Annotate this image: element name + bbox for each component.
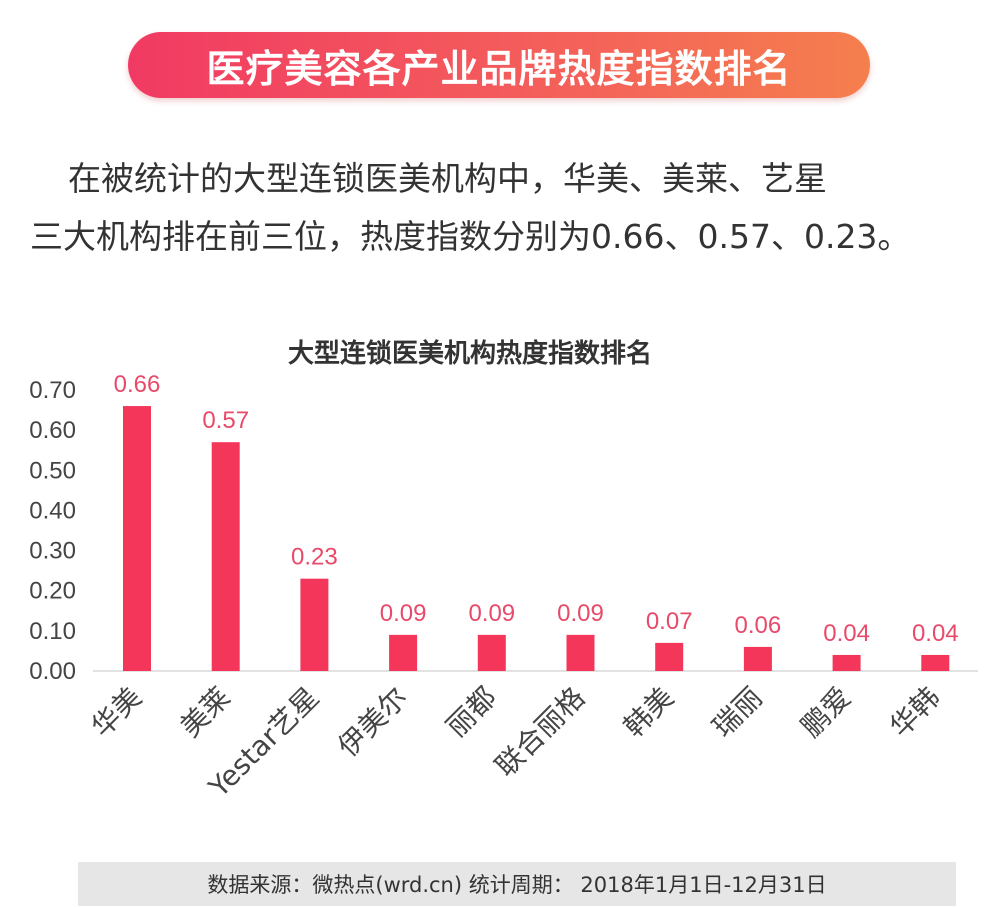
x-tick-label: 韩美 — [617, 681, 680, 744]
value-label: 0.06 — [735, 612, 782, 639]
y-tick-label: 0.50 — [29, 457, 76, 484]
intro-line-2: 三大机构排在前三位，热度指数分别为0.66、0.57、0.23。 — [30, 217, 911, 256]
chart-title: 大型连锁医美机构热度指数排名 — [288, 338, 652, 369]
x-tick-label: 华韩 — [883, 681, 946, 744]
chart-container: 大型连锁医美机构热度指数排名 0.00 0.10 0.20 0.30 0.40 0.50 0… — [0, 320, 1000, 840]
y-tick-label: 0.40 — [29, 497, 76, 524]
x-tick-label: 联合丽格 — [489, 681, 592, 784]
y-tick-label: 0.70 — [29, 377, 76, 404]
bar — [389, 634, 418, 671]
page-title: 医疗美容各产业品牌热度指数排名 — [206, 46, 792, 91]
bar — [211, 442, 240, 671]
source-footer: 数据来源：微热点(wrd.cn) 统计周期： 2018年1月1日-12月31日 — [78, 862, 956, 906]
value-labels-group: 0.66 0.57 0.23 0.09 0.09 0.09 0.07 0.06 0.04 0.04 — [114, 371, 959, 647]
value-label: 0.09 — [380, 600, 427, 627]
bar — [477, 634, 506, 671]
x-tick-label: 美莱 — [174, 681, 237, 744]
title-banner: 医疗美容各产业品牌热度指数排名 — [128, 32, 870, 98]
y-tick-label: 0.00 — [29, 658, 76, 685]
bar — [566, 634, 595, 671]
intro-text: 在被统计的大型连锁医美机构中，华美、美莱、艺星 三大机构排在前三位，热度指数分别… — [30, 150, 975, 266]
value-label: 0.57 — [202, 407, 249, 434]
bar — [832, 654, 861, 671]
value-label: 0.09 — [468, 600, 515, 627]
value-label: 0.66 — [114, 371, 161, 398]
x-tick-label: 瑞丽 — [706, 681, 769, 744]
bar — [743, 646, 772, 671]
y-tick-label: 0.30 — [29, 538, 76, 565]
x-tick-label: 华美 — [85, 681, 148, 744]
bar — [655, 642, 684, 671]
y-tick-label: 0.10 — [29, 618, 76, 645]
x-tick-label: 鹏爱 — [795, 681, 858, 744]
bar — [921, 654, 950, 671]
source-text: 数据来源：微热点(wrd.cn) 统计周期： 2018年1月1日-12月31日 — [207, 873, 827, 897]
bars-group — [123, 406, 950, 671]
bar — [300, 578, 329, 671]
y-tick-label: 0.20 — [29, 578, 76, 605]
value-label: 0.04 — [823, 620, 870, 647]
value-label: 0.07 — [646, 608, 693, 635]
intro-line-1: 在被统计的大型连锁医美机构中，华美、美莱、艺星 — [68, 159, 827, 198]
bar — [123, 406, 151, 671]
x-tick-label: 丽都 — [440, 681, 503, 744]
y-axis: 0.00 0.10 0.20 0.30 0.40 0.50 0.60 0.70 — [29, 377, 76, 685]
value-label: 0.23 — [291, 544, 338, 571]
x-tick-label: 伊美尔 — [331, 681, 414, 764]
value-label: 0.09 — [557, 600, 604, 627]
bar-chart: 大型连锁医美机构热度指数排名 0.000.100.200.300.400.500… — [29, 338, 978, 805]
y-tick-label: 0.60 — [29, 417, 76, 444]
value-label: 0.04 — [912, 620, 959, 647]
